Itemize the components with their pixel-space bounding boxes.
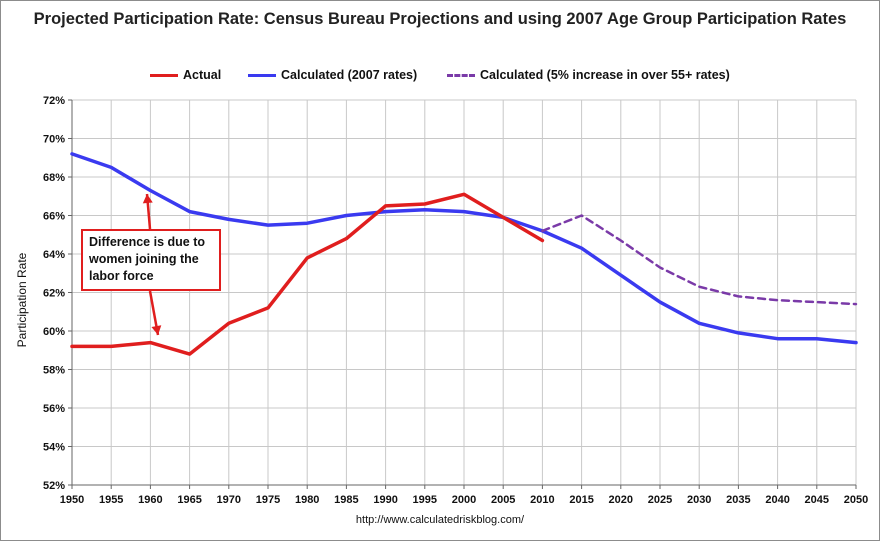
- legend-swatch-actual: [150, 73, 178, 77]
- x-tick-label: 2010: [530, 494, 554, 506]
- y-tick-label: 52%: [43, 480, 65, 492]
- arrow-up-head: [142, 194, 153, 204]
- y-tick-label: 66%: [43, 211, 65, 223]
- x-tick-label: 1955: [99, 494, 123, 506]
- y-tick-label: 54%: [43, 442, 65, 454]
- x-tick-label: 2005: [491, 494, 515, 506]
- y-tick-label: 58%: [43, 365, 65, 377]
- x-tick-label: 2030: [687, 494, 711, 506]
- legend-swatch-calculated-2007: [248, 73, 276, 77]
- chart-title-text: Projected Participation Rate: Census Bur…: [33, 10, 847, 28]
- chart-legend: Actual Calculated (2007 rates) Calculate…: [0, 65, 880, 85]
- x-tick-label: 1950: [60, 494, 84, 506]
- x-tick-label: 1995: [413, 494, 437, 506]
- x-tick-label: 1970: [217, 494, 241, 506]
- x-tick-label: 2000: [452, 494, 476, 506]
- x-tick-labels: 1950 1955 1960 1965 1970 1975 1980 1985 1990 1995…: [60, 494, 868, 506]
- legend-label-actual: Actual: [183, 68, 222, 82]
- y-tick-labels: 52% 54% 56% 58% 60% 62% 64% 66% 68% 70% 72%: [43, 95, 65, 492]
- legend-item-calculated-2007: Calculated (2007 rates): [248, 65, 417, 85]
- legend-label-calculated-55plus: Calculated (5% increase in over 55+ rate…: [480, 68, 730, 82]
- annotation-line-3: labor force: [89, 269, 154, 283]
- series-line-actual: [70, 192, 545, 356]
- legend-item-actual: Actual: [150, 65, 221, 85]
- legend-item-calculated-55plus: Calculated (5% increase in over 55+ rate…: [447, 65, 730, 85]
- y-tick-label: 70%: [43, 134, 65, 146]
- x-tick-label: 2045: [805, 494, 829, 506]
- x-tick-label: 1990: [373, 494, 397, 506]
- annotation-line-2: women joining the: [89, 252, 199, 266]
- x-tick-label: 2025: [648, 494, 672, 506]
- y-tick-label: 56%: [43, 403, 65, 415]
- x-tick-label: 2020: [609, 494, 633, 506]
- arrow-up: [142, 193, 153, 230]
- y-tick-label: 68%: [43, 172, 65, 184]
- y-tick-label: 62%: [43, 288, 65, 300]
- series-line-calculated-2007: [70, 152, 858, 345]
- axes: [68, 99, 857, 489]
- x-tick-label: 1960: [138, 494, 162, 506]
- y-tick-label: 60%: [43, 326, 65, 338]
- chart-title: Projected Participation Rate: Census Bur…: [0, 8, 880, 30]
- legend-label-calculated-2007: Calculated (2007 rates): [281, 68, 418, 82]
- annotation-line-1: Difference is due to: [89, 235, 205, 249]
- x-tick-label: 1980: [295, 494, 319, 506]
- x-tick-label: 1975: [256, 494, 280, 506]
- source-url: http://www.calculatedriskblog.com/: [355, 514, 525, 526]
- x-tick-label: 2015: [569, 494, 593, 506]
- y-tick-label: 64%: [43, 249, 65, 261]
- arrow-down-head: [151, 325, 162, 335]
- arrow-down: [148, 290, 162, 336]
- x-tick-label: 1965: [177, 494, 201, 506]
- series-lines: [70, 152, 858, 356]
- legend-swatch-calculated-55plus: [447, 73, 475, 77]
- annotation-box: Difference is due to women joining the l…: [81, 229, 221, 291]
- x-tick-label: 2050: [844, 494, 868, 506]
- x-tick-label: 2040: [765, 494, 789, 506]
- x-tick-label: 2035: [726, 494, 750, 506]
- annotation-arrows: [142, 193, 162, 336]
- x-tick-label: 1985: [334, 494, 358, 506]
- y-tick-label: 72%: [43, 95, 65, 107]
- grid-lines: [71, 99, 857, 486]
- series-line-calculated-55plus: [541, 214, 858, 306]
